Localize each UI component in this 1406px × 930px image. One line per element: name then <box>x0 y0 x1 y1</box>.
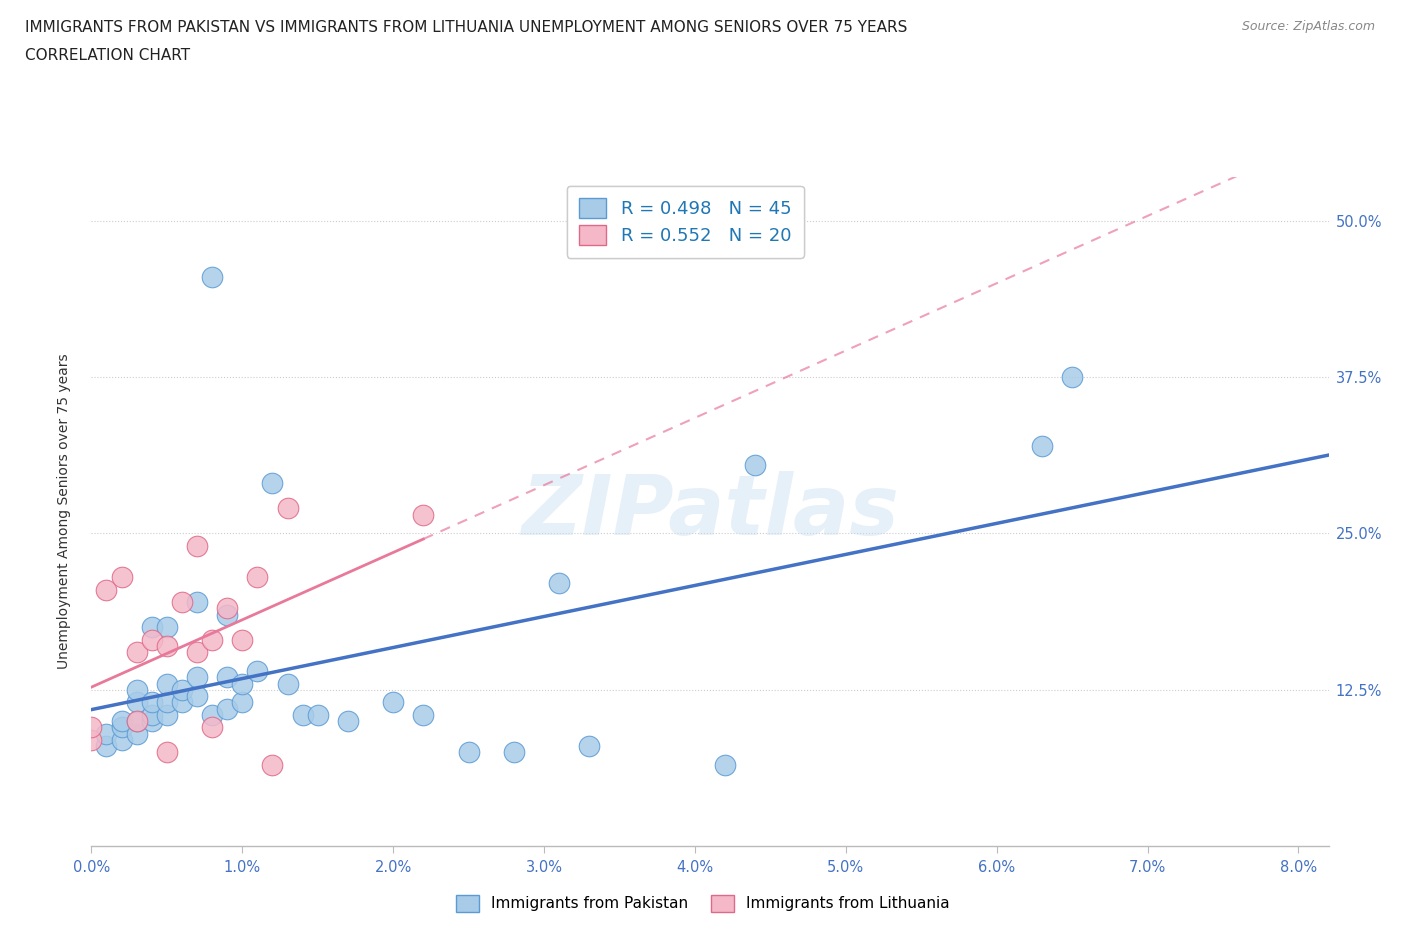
Point <box>1031 438 1053 453</box>
Point <box>156 745 179 760</box>
Point <box>141 713 163 728</box>
Point <box>186 689 208 704</box>
Point <box>217 601 239 616</box>
Point <box>412 507 434 522</box>
Point <box>217 607 239 622</box>
Point <box>262 476 284 491</box>
Point <box>156 639 179 654</box>
Y-axis label: Unemployment Among Seniors over 75 years: Unemployment Among Seniors over 75 years <box>56 353 70 670</box>
Point <box>141 695 163 710</box>
Point <box>744 458 766 472</box>
Point <box>125 683 148 698</box>
Point <box>502 745 524 760</box>
Point <box>714 758 737 773</box>
Point <box>201 270 224 285</box>
Point <box>80 733 103 748</box>
Point <box>548 576 571 591</box>
Point <box>1062 369 1084 384</box>
Point <box>291 708 314 723</box>
Point <box>96 582 118 597</box>
Text: ZIPatlas: ZIPatlas <box>522 471 898 552</box>
Legend: Immigrants from Pakistan, Immigrants from Lithuania: Immigrants from Pakistan, Immigrants fro… <box>450 889 956 918</box>
Point <box>170 683 193 698</box>
Point <box>262 758 284 773</box>
Point <box>336 713 359 728</box>
Legend: R = 0.498   N = 45, R = 0.552   N = 20: R = 0.498 N = 45, R = 0.552 N = 20 <box>567 186 804 258</box>
Point <box>125 726 148 741</box>
Point <box>186 670 208 684</box>
Point <box>186 538 208 553</box>
Point <box>201 708 224 723</box>
Text: CORRELATION CHART: CORRELATION CHART <box>25 48 190 63</box>
Point <box>170 695 193 710</box>
Point <box>186 595 208 610</box>
Point <box>277 501 299 516</box>
Point <box>125 644 148 659</box>
Point <box>457 745 479 760</box>
Point <box>231 676 253 691</box>
Point <box>156 708 179 723</box>
Point <box>125 713 148 728</box>
Point <box>96 726 118 741</box>
Point <box>110 570 132 585</box>
Point <box>170 595 193 610</box>
Point <box>217 670 239 684</box>
Point <box>277 676 299 691</box>
Point <box>201 632 224 647</box>
Point <box>307 708 329 723</box>
Point <box>110 713 132 728</box>
Point <box>156 676 179 691</box>
Point <box>246 570 269 585</box>
Text: IMMIGRANTS FROM PAKISTAN VS IMMIGRANTS FROM LITHUANIA UNEMPLOYMENT AMONG SENIORS: IMMIGRANTS FROM PAKISTAN VS IMMIGRANTS F… <box>25 20 908 35</box>
Point <box>141 632 163 647</box>
Point <box>96 738 118 753</box>
Point <box>217 701 239 716</box>
Point <box>80 720 103 735</box>
Text: Source: ZipAtlas.com: Source: ZipAtlas.com <box>1241 20 1375 33</box>
Point <box>186 644 208 659</box>
Point <box>231 632 253 647</box>
Point <box>110 733 132 748</box>
Point <box>156 619 179 634</box>
Point <box>141 708 163 723</box>
Point <box>110 720 132 735</box>
Point <box>141 619 163 634</box>
Point <box>125 695 148 710</box>
Point <box>125 713 148 728</box>
Point <box>201 720 224 735</box>
Point <box>156 695 179 710</box>
Point <box>412 708 434 723</box>
Point <box>578 738 600 753</box>
Point <box>382 695 405 710</box>
Point <box>231 695 253 710</box>
Point <box>246 664 269 679</box>
